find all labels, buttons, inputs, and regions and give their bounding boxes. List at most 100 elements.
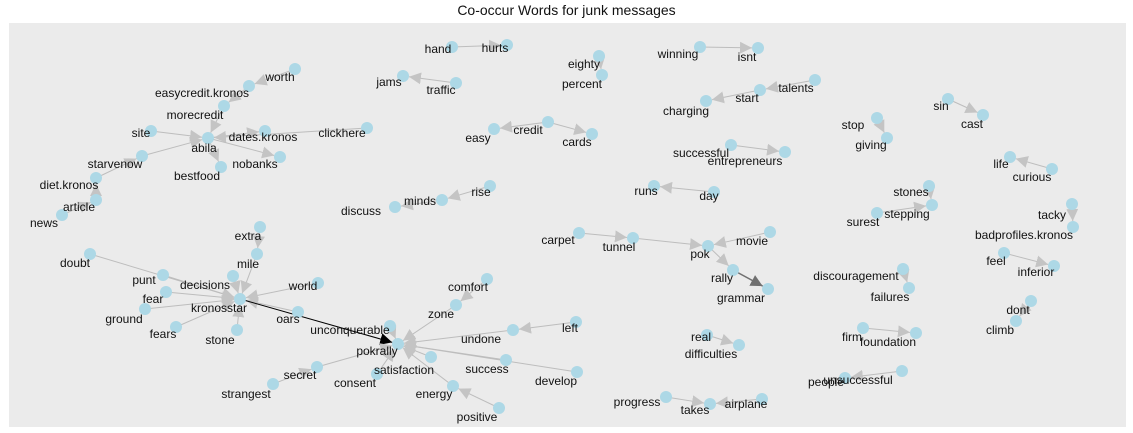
node-climb[interactable] [1010,315,1022,327]
node-discuss[interactable] [389,201,401,213]
node-day[interactable] [708,186,720,198]
node-unsuccessful[interactable] [896,365,908,377]
node-hand[interactable] [446,41,458,53]
node-traffic[interactable] [450,77,462,89]
node-fears[interactable] [170,321,182,333]
node-article[interactable] [90,194,102,206]
node-dont[interactable] [1025,295,1037,307]
node-curious[interactable] [1046,163,1058,175]
node-news[interactable] [56,209,68,221]
node-stop[interactable] [871,112,883,124]
node-zone[interactable] [450,299,462,311]
node-successful[interactable] [725,139,737,151]
node-left[interactable] [570,316,582,328]
node-eighty[interactable] [593,50,605,62]
node-diet-kronos[interactable] [90,172,102,184]
node-oars[interactable] [292,306,304,318]
node-grammar[interactable] [762,283,774,295]
node-minds[interactable] [436,194,448,206]
node-stone[interactable] [231,324,243,336]
node-inferior[interactable] [1048,260,1060,272]
node-progress[interactable] [660,391,672,403]
node-tunnel[interactable] [627,232,639,244]
node-easycredit-kronos[interactable] [243,80,255,92]
node-giving[interactable] [881,132,893,144]
node-tacky[interactable] [1066,198,1078,210]
node-develop[interactable] [571,366,583,378]
node-airplane[interactable] [756,393,768,405]
node-clickhere[interactable] [361,122,373,134]
node-mile[interactable] [251,248,263,260]
node-carpet[interactable] [573,227,585,239]
node-abila[interactable] [202,132,214,144]
node-positive[interactable] [493,402,505,414]
node-stepping[interactable] [926,199,938,211]
node-people[interactable] [839,372,851,384]
node-label-badprofiles-kronos: badprofiles.kronos [975,228,1073,242]
node-cast[interactable] [977,109,989,121]
node-failures[interactable] [903,282,915,294]
node-badprofiles-kronos[interactable] [1067,221,1079,233]
node-ground[interactable] [139,303,151,315]
node-cards[interactable] [586,128,598,140]
node-entrepreneurs[interactable] [779,146,791,158]
node-satisfaction[interactable] [425,351,437,363]
node-stones[interactable] [923,180,935,192]
node-fear[interactable] [160,286,172,298]
node-foundation[interactable] [910,327,922,339]
node-strangest[interactable] [267,378,279,390]
node-label-success: success [465,362,508,376]
node-runs[interactable] [648,180,660,192]
node-decisions[interactable] [227,270,239,282]
node-surest[interactable] [871,207,883,219]
node-dates-kronos[interactable] [259,125,271,137]
node-easy[interactable] [488,123,500,135]
node-isnt[interactable] [752,42,764,54]
node-rally[interactable] [727,264,739,276]
node-punt[interactable] [157,269,169,281]
node-success[interactable] [500,354,512,366]
node-jams[interactable] [397,70,409,82]
node-firm[interactable] [857,322,869,334]
node-world[interactable] [312,277,324,289]
node-site[interactable] [145,125,157,137]
node-charging[interactable] [700,95,712,107]
node-undone[interactable] [507,324,519,336]
node-takes[interactable] [704,398,716,410]
node-consent[interactable] [371,368,383,380]
node-pok[interactable] [702,240,714,252]
node-doubt[interactable] [84,248,96,260]
node-talents[interactable] [809,74,821,86]
node-life[interactable] [1004,151,1016,163]
node-start[interactable] [754,84,766,96]
node-energy[interactable] [447,380,459,392]
node-nobanks[interactable] [274,151,286,163]
node-comfort[interactable] [481,273,493,285]
node-worth[interactable] [289,63,301,75]
node-starvenow[interactable] [136,150,148,162]
node-credit[interactable] [542,116,554,128]
node-winning[interactable] [694,41,706,53]
edge-firm-foundation [862,325,911,338]
node-label-foundation: foundation [860,335,916,349]
node-morecredit[interactable] [218,100,230,112]
edge-surest-stepping [876,201,927,214]
node-rise[interactable] [484,180,496,192]
node-movie[interactable] [764,226,776,238]
node-difficulties[interactable] [733,339,745,351]
node-real[interactable] [701,329,713,341]
node-bestfood[interactable] [215,161,227,173]
node-kronosstar[interactable] [234,293,246,305]
node-hurts[interactable] [501,39,513,51]
node-sin[interactable] [942,93,954,105]
node-feel[interactable] [998,247,1010,259]
node-unconquerable[interactable] [384,320,396,332]
node-secret[interactable] [311,361,323,373]
node-label-easy: easy [465,131,490,145]
node-pokrally[interactable] [392,338,404,350]
node-percent[interactable] [596,69,608,81]
plot-background [9,23,1126,427]
node-discouragement[interactable] [897,263,909,275]
node-extra[interactable] [254,221,266,233]
